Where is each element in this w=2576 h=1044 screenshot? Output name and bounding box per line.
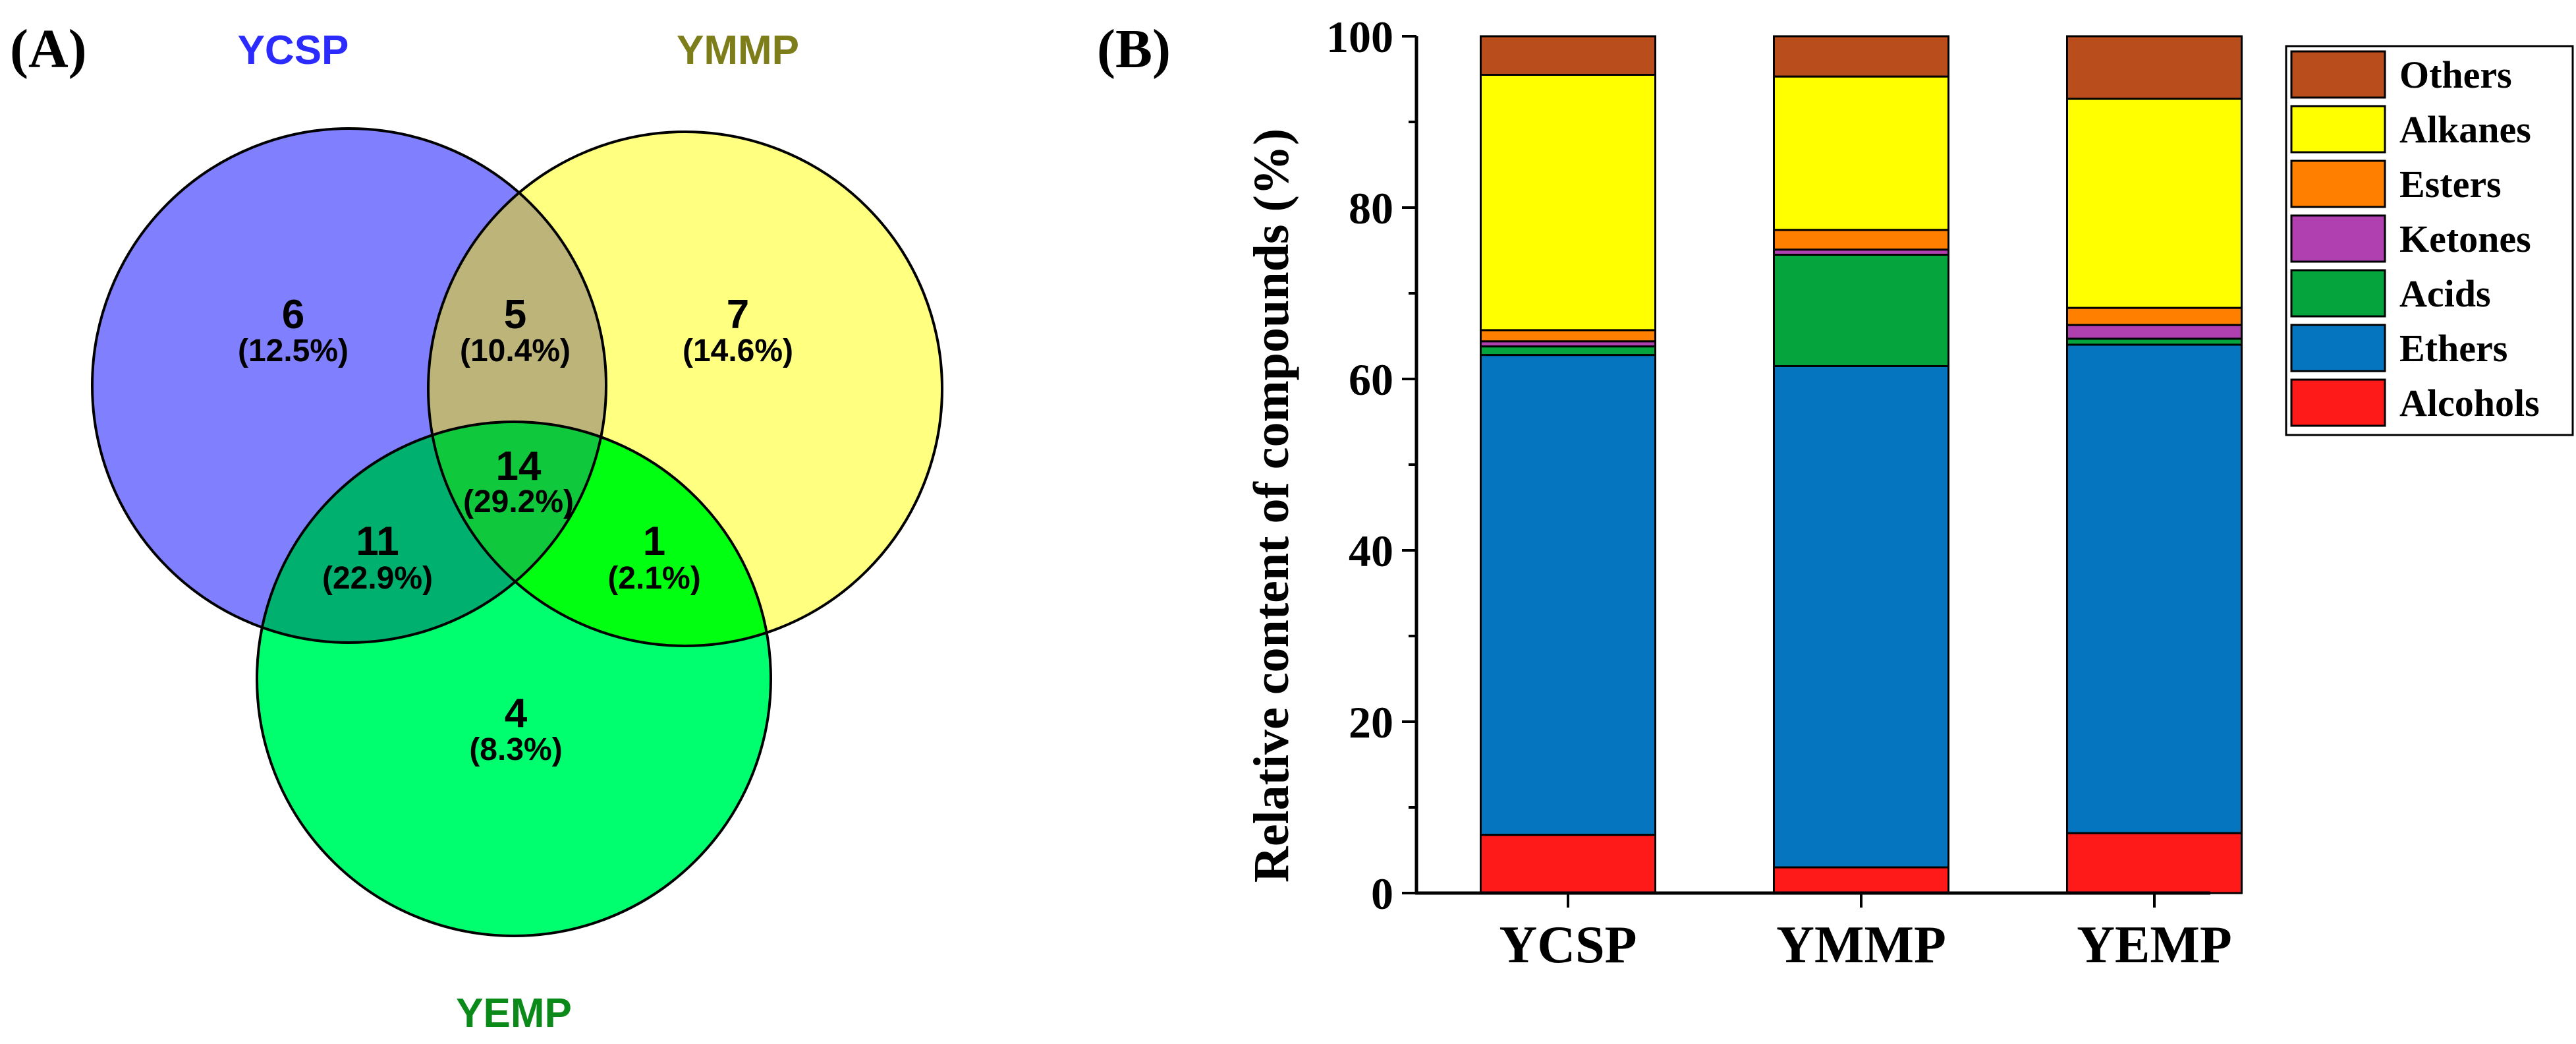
venn-intersection-ymmp-yemp — [428, 422, 771, 646]
legend-swatch-acids — [2290, 269, 2386, 318]
bar-ymmp-ethers — [1773, 365, 1949, 869]
bar-ycsp-others — [1480, 35, 1656, 76]
legend-label-esters: Esters — [2399, 163, 2502, 206]
bar-ymmp-alcohols — [1773, 866, 1949, 894]
region-count-ycsp-only: 6 — [282, 292, 304, 337]
bar-ymmp-esters — [1773, 229, 1949, 251]
y-tick-label: 80 — [1349, 183, 1393, 233]
y-ticks-group: 0 20 40 60 80 100 — [1326, 12, 1416, 919]
set-label-ycsp: YCSP — [238, 28, 349, 73]
venn-diagram: (A) YCSP YMMP YEMP — [10, 18, 943, 1036]
legend-label-alkanes: Alkanes — [2399, 108, 2531, 151]
region-count-ycsp-ymmp: 5 — [504, 292, 526, 337]
legend-swatch-esters — [2290, 160, 2386, 208]
region-count-ymmp-only: 7 — [727, 292, 749, 337]
region-count-ymmp-yemp: 1 — [643, 519, 665, 564]
venn-outline-ycsp — [91, 127, 607, 644]
bar-yemp-ethers — [2066, 343, 2243, 834]
legend-swatch-alcohols — [2290, 378, 2386, 427]
y-tick-label: 0 — [1371, 869, 1393, 919]
bar-ycsp-acids — [1480, 345, 1656, 357]
legend-label-alcohols: Alcohols — [2399, 382, 2540, 424]
stacked-bar-chart: (B) Relative content of compounds (%) 0 2… — [1097, 12, 2574, 974]
x-tick-label-yemp: YEMP — [2077, 916, 2232, 974]
region-pct-ycsp-only: (12.5%) — [238, 334, 349, 368]
legend-swatch-ketones — [2290, 214, 2386, 263]
region-pct-ycsp-ymmp: (10.4%) — [460, 334, 571, 368]
bar-ycsp-alkanes — [1480, 74, 1656, 332]
region-pct-all-three: (29.2%) — [463, 484, 574, 519]
panel-a-label: (A) — [10, 18, 87, 80]
bars-group — [1480, 35, 2243, 894]
y-tick-label: 60 — [1349, 355, 1393, 405]
legend-label-ketones: Ketones — [2399, 218, 2531, 260]
bar-ymmp-acids — [1773, 254, 1949, 367]
y-axis-title: Relative content of compounds (%) — [1244, 129, 1299, 883]
x-tick-label-ymmp: YMMP — [1776, 916, 1946, 974]
bar-yemp-alcohols — [2066, 832, 2243, 894]
legend-swatch-alkanes — [2290, 105, 2386, 154]
region-count-all-three: 14 — [496, 444, 542, 489]
bar-yemp-esters — [2066, 306, 2243, 326]
bar-ymmp-alkanes — [1773, 75, 1949, 231]
bar-yemp-alkanes — [2066, 98, 2243, 309]
x-ticks-group: YCSP YMMP YEMP — [1499, 893, 2232, 974]
region-count-yemp-only: 4 — [505, 691, 528, 736]
region-pct-yemp-only: (8.3%) — [469, 732, 562, 767]
region-pct-ymmp-only: (14.6%) — [683, 334, 793, 368]
legend-swatch-others — [2290, 50, 2386, 99]
venn-outline-yemp — [256, 420, 772, 937]
panel-b-label: (B) — [1097, 18, 1171, 80]
legend-swatch-ethers — [2290, 324, 2386, 372]
set-label-yemp: YEMP — [456, 991, 572, 1036]
bar-ycsp-esters — [1480, 329, 1656, 343]
legend-label-acids: Acids — [2399, 272, 2491, 315]
venn-outline-ymmp — [427, 130, 943, 647]
y-tick-label: 20 — [1349, 697, 1393, 747]
bar-ymmp-others — [1773, 35, 1949, 78]
bar-ycsp-alcohols — [1480, 834, 1656, 894]
x-tick-label-ycsp: YCSP — [1499, 916, 1637, 974]
bar-yemp-ketones — [2066, 324, 2243, 340]
region-count-ycsp-yemp: 11 — [356, 519, 399, 564]
legend: Others Alkanes Esters Ketones Acids Ethers Alc… — [2285, 45, 2574, 436]
bar-yemp-others — [2066, 35, 2243, 100]
legend-label-others: Others — [2399, 53, 2512, 96]
set-label-ymmp: YMMP — [677, 28, 799, 73]
region-pct-ymmp-yemp: (2.1%) — [607, 561, 700, 596]
region-pct-ycsp-yemp: (22.9%) — [322, 561, 433, 596]
y-tick-label: 100 — [1326, 12, 1393, 62]
bar-ycsp-ethers — [1480, 354, 1656, 836]
legend-label-ethers: Ethers — [2399, 327, 2507, 370]
y-tick-label: 40 — [1349, 526, 1393, 576]
venn-intersection-ycsp-yemp — [257, 422, 606, 643]
